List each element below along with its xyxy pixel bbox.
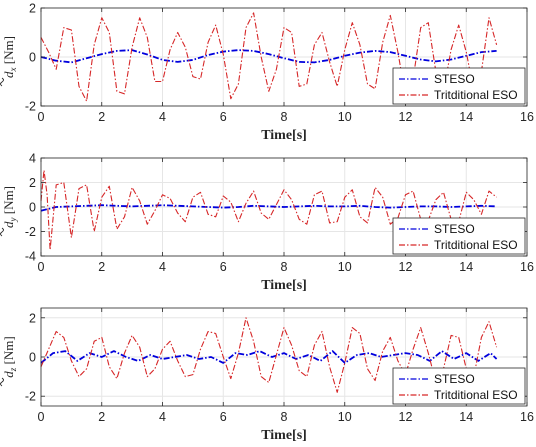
series-line-steso <box>40 350 498 364</box>
x-tick-label: 2 <box>98 260 105 274</box>
legend-box <box>392 67 526 105</box>
y-axis-label-text: dy [Nm] <box>1 186 18 228</box>
legend-box <box>392 367 526 405</box>
series-line-steso <box>40 204 497 212</box>
x-tick-label: 8 <box>281 260 288 274</box>
y-axis-subscript: z <box>8 367 18 372</box>
x-axis-label: Time[s] <box>261 128 307 143</box>
x-tick-label: 2 <box>98 110 105 124</box>
y-axis-label-text: dx [Nm] <box>1 36 18 78</box>
x-tick-label: 2 <box>98 410 105 424</box>
x-axis-label: Time[s] <box>261 428 307 443</box>
x-tick-label: 6 <box>220 110 227 124</box>
legend-label: Tritditional ESO <box>434 388 518 402</box>
legend-label: Tritditional ESO <box>434 238 518 252</box>
x-tick-label: 6 <box>220 410 227 424</box>
legend-box <box>392 217 526 255</box>
x-tick-label: 4 <box>159 260 166 274</box>
y-tick-label: 0 <box>29 201 36 215</box>
x-tick-label: 16 <box>520 260 534 274</box>
y-tick-label: 2 <box>29 311 36 325</box>
legend-label: STESO <box>434 72 475 86</box>
x-tick-label: 0 <box>38 260 45 274</box>
y-axis-unit: [Nm] <box>1 336 16 367</box>
x-tick-label: 8 <box>281 410 288 424</box>
y-tick-label: -4 <box>25 250 36 264</box>
y-axis-symbol: d <box>1 221 16 228</box>
y-axis-symbol: d <box>1 71 16 78</box>
tilde-mark <box>0 377 4 387</box>
x-tick-label: 4 <box>159 410 166 424</box>
series-line-traditional-eso <box>40 12 498 102</box>
y-axis-subscript: x <box>8 67 18 72</box>
y-axis-subscript: y <box>8 217 18 222</box>
legend: STESO Tritditional ESO <box>392 217 526 255</box>
y-tick-label: 2 <box>29 176 36 190</box>
x-tick-label: 14 <box>459 260 473 274</box>
x-tick-label: 16 <box>520 410 534 424</box>
x-tick-label: 10 <box>338 260 352 274</box>
x-tick-label: 0 <box>38 410 45 424</box>
y-tick-label: 0 <box>29 351 36 365</box>
x-tick-label: 16 <box>520 110 534 124</box>
legend-label: Tritditional ESO <box>434 88 518 102</box>
y-axis-label-text: dz [Nm] <box>1 336 18 377</box>
y-axis-unit: [Nm] <box>1 36 16 67</box>
x-tick-label: 10 <box>338 410 352 424</box>
tilde-mark <box>0 227 4 237</box>
y-tick-label: -2 <box>25 100 36 114</box>
series-line-traditional-eso <box>40 169 497 251</box>
x-tick-label: 14 <box>459 110 473 124</box>
legend: STESO Tritditional ESO <box>392 67 526 105</box>
y-tick-label: 0 <box>29 51 36 65</box>
x-tick-label: 4 <box>159 110 166 124</box>
x-tick-label: 8 <box>281 110 288 124</box>
series-line-steso <box>40 49 497 64</box>
y-tick-label: 4 <box>29 152 36 166</box>
x-tick-label: 12 <box>399 410 413 424</box>
x-tick-label: 10 <box>338 110 352 124</box>
x-axis-label: Time[s] <box>261 278 307 293</box>
y-axis-label: dz [Nm] <box>0 336 18 387</box>
y-axis-symbol: d <box>1 371 16 378</box>
y-tick-label: -2 <box>25 390 36 404</box>
series-line-traditional-eso <box>40 317 498 393</box>
legend-label: STESO <box>434 372 475 386</box>
y-axis-label: dx [Nm] <box>0 36 18 87</box>
y-axis-label: dy [Nm] <box>0 186 18 237</box>
legend-label: STESO <box>434 222 475 236</box>
y-tick-label: 2 <box>29 2 36 16</box>
x-tick-label: 6 <box>220 260 227 274</box>
x-tick-label: 14 <box>459 410 473 424</box>
x-tick-label: 0 <box>38 110 45 124</box>
x-tick-label: 12 <box>399 110 413 124</box>
y-axis-unit: [Nm] <box>1 186 16 217</box>
y-tick-label: -2 <box>25 225 36 239</box>
legend: STESO Tritditional ESO <box>392 367 526 405</box>
chart-panel-2: 0 2 4 6 8 10 12 14 16 -4 -2 0 2 4 Time[s] dy [Nm] STESO T… <box>0 152 534 293</box>
x-tick-label: 12 <box>399 260 413 274</box>
tilde-mark <box>0 77 4 87</box>
